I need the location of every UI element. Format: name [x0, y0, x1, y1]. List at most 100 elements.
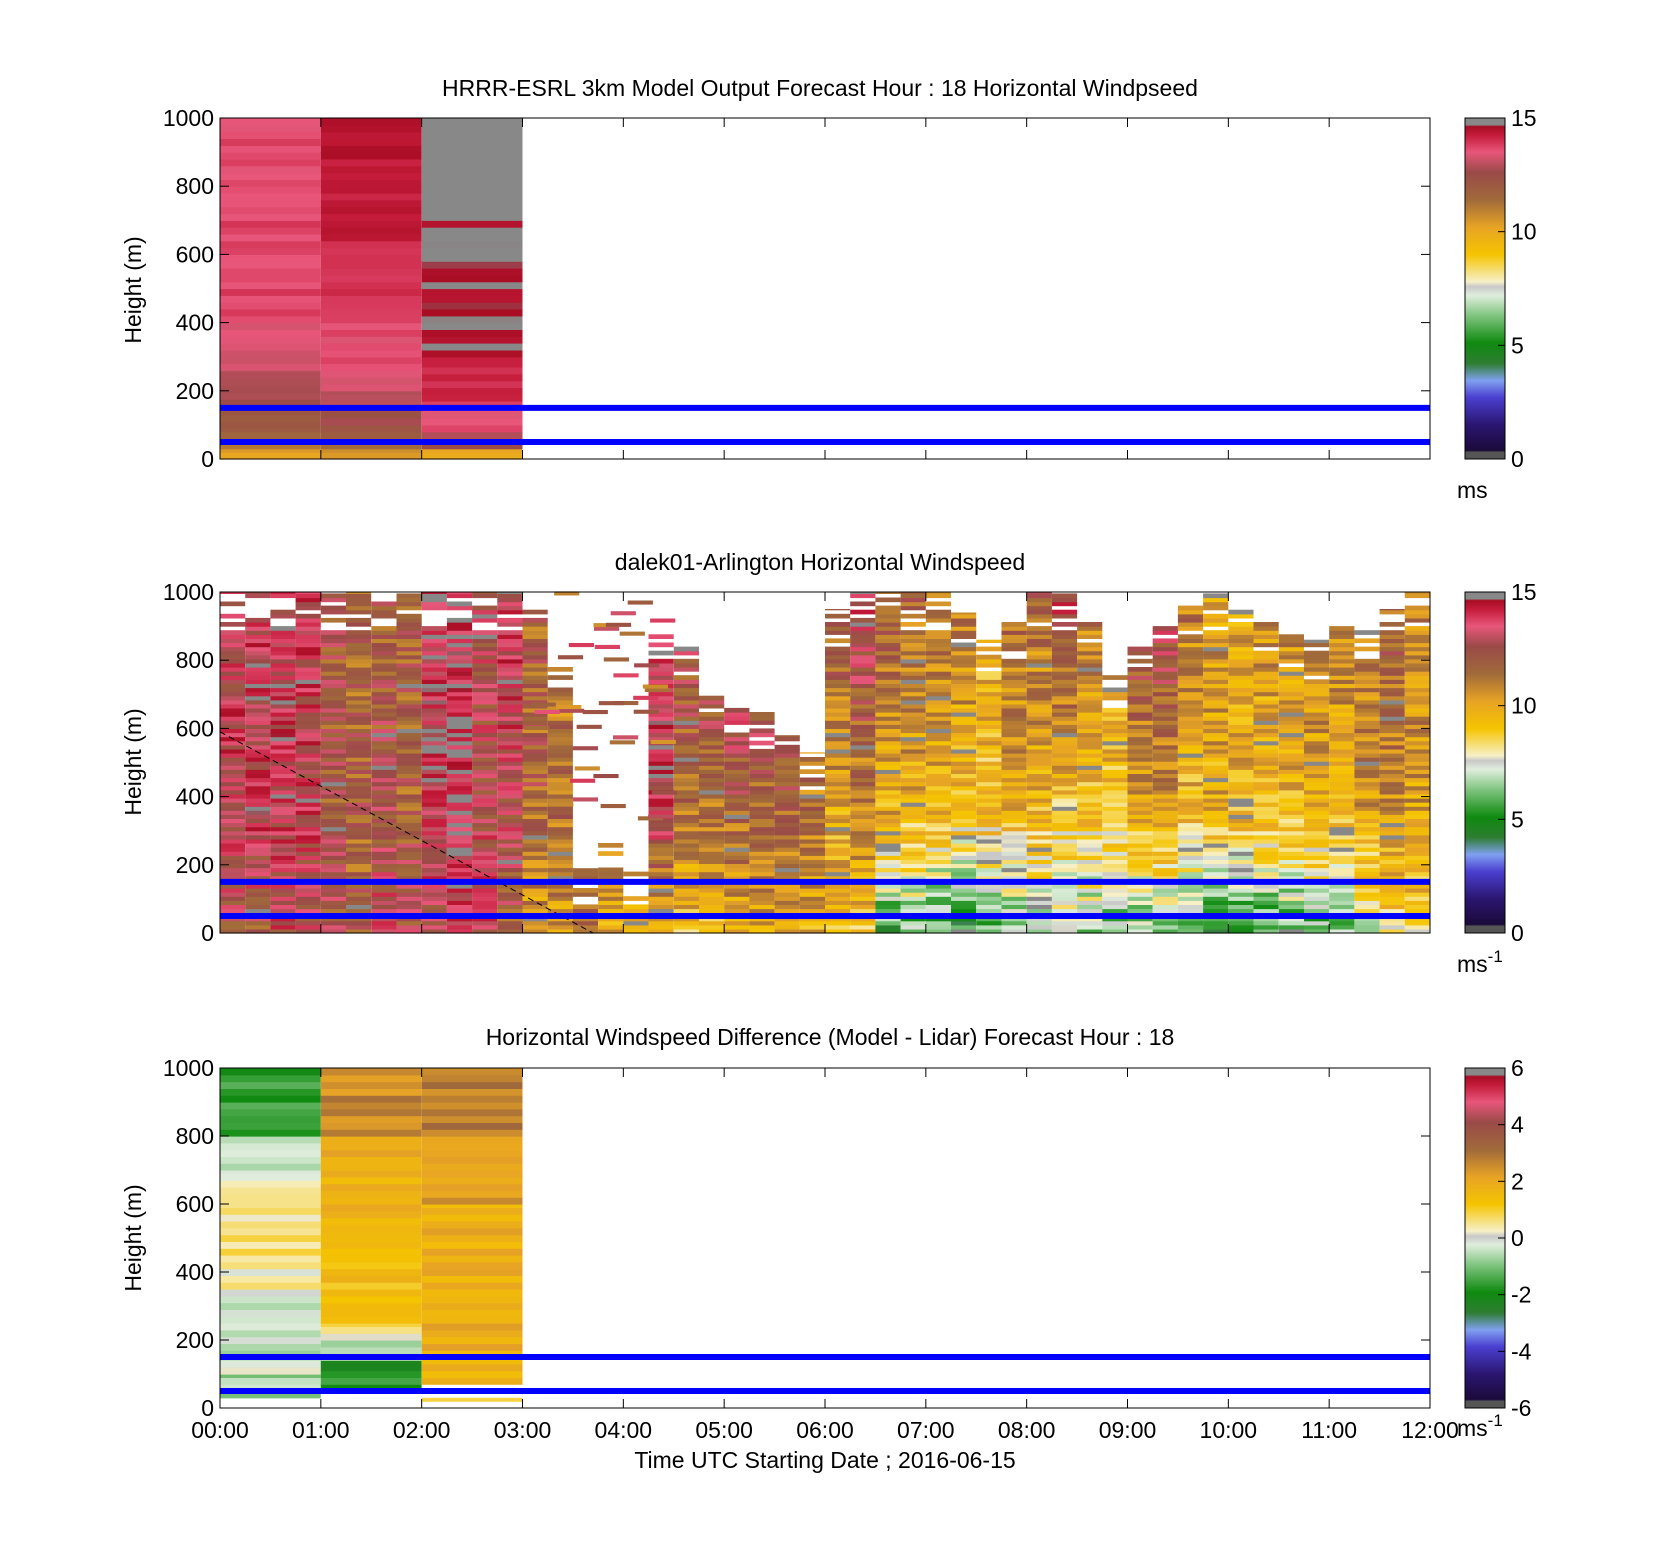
heatmap-cell: [1102, 888, 1128, 893]
heatmap-cell: [900, 855, 926, 860]
heatmap-cell: [925, 687, 951, 693]
heatmap-cell: [1177, 638, 1204, 644]
heatmap-cell: [1177, 761, 1204, 766]
heatmap-cell: [598, 875, 624, 881]
heatmap-cell: [673, 667, 699, 672]
heatmap-cell: [1026, 687, 1052, 693]
heatmap-cell: [270, 888, 296, 893]
heatmap-cell: [1177, 904, 1204, 910]
heatmap-cell: [472, 634, 498, 639]
heatmap-cell: [421, 928, 447, 934]
heatmap-cell: [396, 671, 422, 676]
heatmap-cell: [220, 871, 246, 877]
heatmap-cell: [1354, 810, 1380, 815]
heatmap-cell: [522, 888, 548, 893]
heatmap-cell: [1228, 691, 1254, 697]
heatmap-cell: [396, 753, 422, 758]
heatmap-cell: [371, 679, 397, 684]
heatmap-cell: [925, 757, 951, 762]
heatmap-cell: [799, 851, 825, 856]
heatmap-cell: [1152, 834, 1178, 840]
heatmap-cell: [648, 908, 674, 914]
heatmap-cell: [320, 295, 422, 303]
heatmap-cell: [270, 748, 296, 754]
heatmap-cell: [900, 818, 926, 824]
heatmap-cell: [1404, 675, 1430, 680]
heatmap-cell: [220, 349, 321, 358]
heatmap-cell: [220, 407, 321, 416]
heatmap-cell: [699, 818, 725, 824]
heatmap-cell: [497, 683, 523, 689]
heatmap-cell: [522, 793, 548, 799]
heatmap-cell: [825, 883, 851, 889]
heatmap-cell: [446, 802, 473, 807]
heatmap-cell: [1379, 904, 1405, 910]
heatmap-cell: [472, 638, 498, 644]
heatmap-cell: [1001, 675, 1027, 680]
heatmap-cell: [850, 675, 876, 680]
heatmap-cell: [1152, 650, 1178, 656]
heatmap-cell: [673, 753, 699, 758]
heatmap-cell: [850, 892, 876, 897]
heatmap-cell: [1051, 883, 1078, 889]
heatmap-cell: [421, 1183, 523, 1191]
heatmap-cell: [699, 810, 725, 815]
heatmap-cell: [1077, 646, 1103, 652]
heatmap-cell: [320, 370, 422, 378]
heatmap-cell: [346, 720, 372, 725]
heatmap-cell: [446, 904, 473, 910]
heatmap-cell: [1329, 855, 1355, 860]
heatmap-cell: [1026, 863, 1052, 869]
heatmap-cell: [472, 744, 498, 750]
heatmap-cell: [1026, 724, 1052, 729]
heatmap-cell: [220, 662, 246, 668]
heatmap-cell: [951, 753, 977, 758]
heatmap-cell: [1354, 814, 1380, 819]
heatmap-cell: [371, 740, 397, 746]
heatmap-cell: [900, 753, 926, 758]
heatmap-cell: [749, 822, 775, 828]
heatmap-cell: [875, 924, 901, 930]
heatmap-cell: [925, 904, 951, 910]
heatmap-cell: [270, 900, 296, 905]
heatmap-cell: [220, 630, 246, 635]
heatmap-cell: [875, 703, 901, 709]
heatmap-cell: [1329, 736, 1355, 742]
heatmap-cell: [497, 785, 523, 791]
heatmap-cell: [295, 900, 321, 905]
heatmap-cell: [1329, 900, 1355, 905]
heatmap-cell: [673, 736, 699, 742]
heatmap-cell: [1001, 761, 1027, 766]
heatmap-cell: [346, 798, 372, 803]
heatmap-cell: [320, 329, 422, 337]
heatmap-cell: [610, 611, 636, 616]
heatmap-cell: [472, 736, 498, 742]
heatmap-cell: [1329, 675, 1355, 680]
heatmap-cell: [472, 679, 498, 684]
heatmap-cell: [1102, 867, 1128, 873]
heatmap-cell: [245, 855, 271, 860]
heatmap-cell: [699, 924, 725, 930]
heatmap-cell: [799, 867, 825, 873]
heatmap-cell: [900, 810, 926, 815]
heatmap-cell: [1026, 695, 1052, 701]
heatmap-cell: [1102, 716, 1128, 721]
heatmap-cell: [875, 683, 901, 689]
heatmap-cell: [497, 601, 523, 607]
heatmap-cell: [1051, 707, 1078, 713]
heatmap-cell: [295, 892, 321, 897]
colorbar-unit-exponent: -1: [1488, 1411, 1503, 1430]
heatmap-cell: [320, 124, 422, 133]
heatmap-cell: [825, 826, 851, 832]
heatmap-cell: [220, 309, 321, 317]
heatmap-cell: [875, 634, 901, 639]
heatmap-cell: [421, 1268, 523, 1276]
heatmap-cell: [1051, 671, 1078, 676]
heatmap-cell: [421, 822, 447, 828]
heatmap-cell: [1026, 810, 1052, 815]
heatmap-cell: [320, 793, 346, 799]
heatmap-cell: [749, 806, 775, 811]
heatmap-cell: [1152, 642, 1178, 648]
heatmap-cell: [951, 904, 977, 910]
heatmap-cell: [1404, 843, 1430, 848]
